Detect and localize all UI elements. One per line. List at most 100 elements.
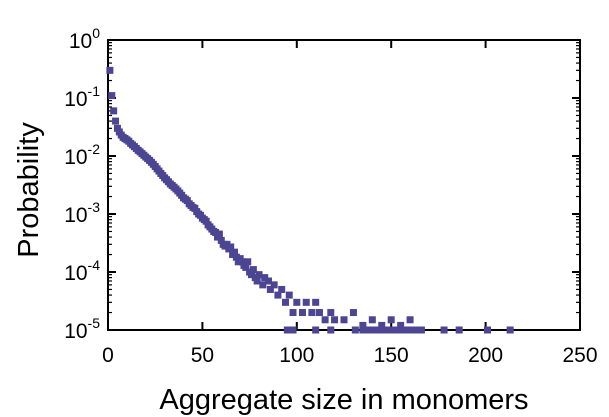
y-tick-base: 10 <box>64 88 87 111</box>
y-tick-exponent: -4 <box>88 257 101 273</box>
y-tick-label: 10-3 <box>64 199 100 227</box>
x-tick-label: 50 <box>191 344 214 367</box>
y-tick-base: 10 <box>64 262 87 285</box>
data-point <box>266 285 274 293</box>
y-tick-base: 10 <box>64 320 87 343</box>
data-point <box>230 248 238 256</box>
x-tick-label: 250 <box>562 344 597 367</box>
data-point <box>387 326 395 334</box>
data-point <box>285 291 293 299</box>
x-axis-label: Aggregate size in monomers <box>159 384 528 416</box>
data-point <box>361 326 369 334</box>
data-point <box>242 263 250 271</box>
data-point <box>293 298 301 306</box>
data-point <box>253 277 261 285</box>
data-point <box>351 326 359 334</box>
data-point <box>249 266 257 274</box>
data-point <box>264 277 272 285</box>
data-point <box>247 271 255 279</box>
y-tick-exponent: -1 <box>88 83 101 99</box>
data-point <box>483 326 491 334</box>
data-point <box>506 326 514 334</box>
data-point <box>402 326 410 334</box>
data-point <box>223 240 231 248</box>
data-point <box>349 309 357 317</box>
data-point <box>387 316 395 324</box>
data-point <box>278 285 286 293</box>
y-axis-label: Probability <box>13 122 45 258</box>
x-tick-label: 200 <box>468 344 503 367</box>
data-point <box>440 326 448 334</box>
data-point <box>289 326 297 334</box>
data-point <box>359 321 367 329</box>
data-point <box>312 298 320 306</box>
data-point <box>113 124 121 132</box>
data-point <box>217 236 225 244</box>
y-tick-label: 10-4 <box>64 257 100 285</box>
data-point <box>298 309 306 317</box>
data-point <box>374 326 382 334</box>
x-tick-label: 0 <box>102 344 114 367</box>
y-tick-exponent: 0 <box>92 25 100 41</box>
x-ticks: 0 50 100 150 200 250 <box>102 40 598 367</box>
y-tick-base: 10 <box>64 146 87 169</box>
data-points <box>106 66 514 334</box>
data-point <box>378 321 386 329</box>
data-point <box>215 230 223 238</box>
data-point <box>283 326 291 334</box>
data-point <box>327 309 335 317</box>
data-point <box>227 243 235 251</box>
data-point <box>417 326 425 334</box>
data-point <box>281 298 289 306</box>
data-point <box>270 281 278 289</box>
data-point <box>391 326 399 334</box>
data-point <box>274 291 282 299</box>
data-point <box>112 117 120 125</box>
data-point <box>238 258 246 266</box>
data-point <box>289 309 297 317</box>
data-point <box>312 326 320 334</box>
y-tick-label: 10-1 <box>64 83 100 111</box>
data-point <box>108 92 116 100</box>
y-tick-exponent: -2 <box>88 141 101 157</box>
plot-area-frame <box>107 39 581 331</box>
data-point <box>331 316 339 324</box>
y-tick-exponent: -3 <box>88 199 101 215</box>
data-point <box>399 326 407 334</box>
data-point <box>414 326 422 334</box>
data-point <box>315 309 323 317</box>
x-tick-label: 150 <box>374 344 409 367</box>
y-tick-label: 10-5 <box>64 315 100 343</box>
x-tick-label: 100 <box>279 344 314 367</box>
y-tick-base: 10 <box>64 204 87 227</box>
data-point <box>378 326 386 334</box>
data-point <box>368 316 376 324</box>
data-point <box>255 271 263 279</box>
data-point <box>110 107 118 115</box>
data-point <box>321 316 329 324</box>
y-tick-base: 10 <box>69 30 92 53</box>
data-point <box>202 217 210 225</box>
data-point <box>232 253 240 261</box>
data-point <box>212 228 220 236</box>
y-tick-label: 10-2 <box>64 141 100 169</box>
data-point <box>261 274 269 282</box>
data-point <box>259 281 267 289</box>
data-point <box>455 326 463 334</box>
data-point <box>395 326 403 334</box>
y-tick-label: 100 <box>69 25 100 53</box>
data-point <box>106 66 114 74</box>
y-tick-exponent: -5 <box>88 315 101 331</box>
data-point <box>406 326 414 334</box>
data-point <box>382 326 390 334</box>
data-point <box>397 321 405 329</box>
data-point <box>410 326 418 334</box>
data-point <box>302 298 310 306</box>
data-point <box>308 309 316 317</box>
data-point <box>406 316 414 324</box>
data-point <box>244 258 252 266</box>
data-point <box>327 326 335 334</box>
data-point <box>340 316 348 324</box>
